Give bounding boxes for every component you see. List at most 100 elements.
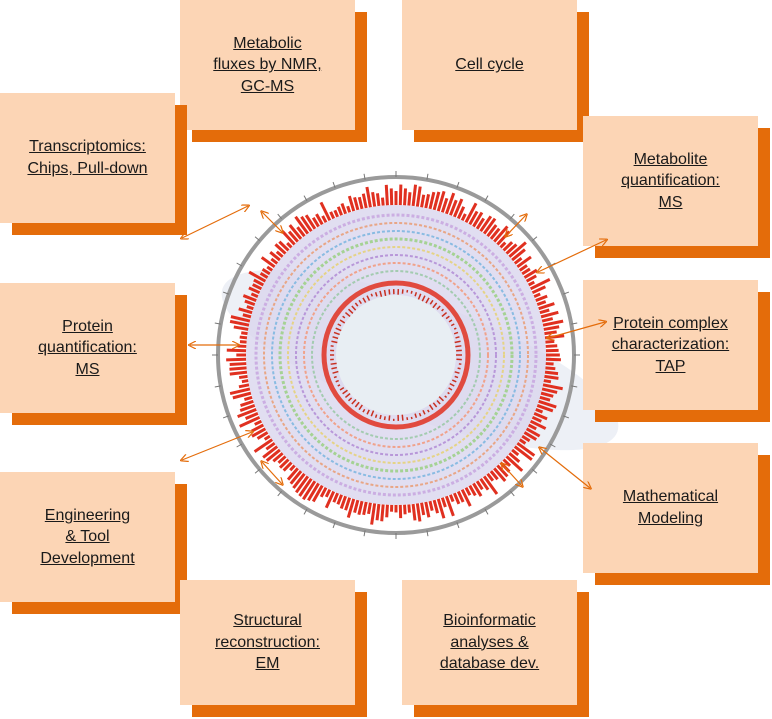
red-bar xyxy=(248,286,261,295)
red-bar xyxy=(531,415,542,423)
inner-bar xyxy=(362,408,366,413)
genome-track xyxy=(271,230,521,480)
red-bar xyxy=(339,495,348,510)
genome-track xyxy=(263,222,529,488)
inner-bar xyxy=(337,384,341,387)
red-bar xyxy=(253,278,265,287)
red-bar xyxy=(380,197,385,206)
inner-bar xyxy=(447,391,450,395)
genome-track xyxy=(287,246,505,464)
red-bar xyxy=(346,498,356,518)
red-bar xyxy=(472,482,483,497)
outer-tick xyxy=(484,508,489,515)
red-bar xyxy=(229,366,247,371)
inner-bar xyxy=(422,410,426,415)
red-bar xyxy=(262,445,279,459)
red-bar xyxy=(543,325,560,331)
red-bar xyxy=(486,472,495,482)
red-bar xyxy=(533,412,548,421)
red-bar xyxy=(261,267,271,276)
red-bar xyxy=(444,192,456,215)
red-bar xyxy=(533,292,541,298)
red-bar xyxy=(270,257,279,265)
label-protein-quantification: Protein quantification: MS xyxy=(38,317,137,378)
red-bar xyxy=(344,497,352,511)
red-bar xyxy=(475,480,484,491)
box-protein-complex: Protein complex characterization: TAP xyxy=(583,280,758,410)
inner-bar xyxy=(448,319,453,323)
red-bar xyxy=(329,211,336,220)
inner-bar xyxy=(451,379,457,383)
red-bar xyxy=(540,391,554,398)
red-bar xyxy=(384,184,389,206)
box-metabolic-fluxes: Metabolic fluxes by NMR, GC-MS xyxy=(180,0,355,130)
red-bar xyxy=(545,366,556,371)
red-bar xyxy=(508,241,527,258)
inner-bar xyxy=(348,397,353,402)
inner-bar xyxy=(388,289,391,295)
red-bar xyxy=(238,374,248,380)
red-bar xyxy=(541,387,558,394)
inner-bar xyxy=(344,312,351,318)
red-bar xyxy=(518,264,528,272)
red-bar xyxy=(415,503,422,522)
genome-track xyxy=(311,270,481,440)
red-bar xyxy=(307,482,320,502)
red-bar xyxy=(542,383,563,391)
red-bar xyxy=(288,224,303,240)
red-bar xyxy=(482,217,497,235)
red-bar xyxy=(244,412,259,420)
inner-bar xyxy=(410,416,413,420)
inner-bar xyxy=(358,299,362,305)
red-bar xyxy=(319,201,332,222)
red-bar xyxy=(254,419,263,426)
outer-tick xyxy=(303,195,308,202)
outer-tick xyxy=(363,173,366,180)
red-bar xyxy=(238,307,253,315)
inner-bar xyxy=(421,295,426,302)
red-bar xyxy=(536,403,554,413)
red-bar xyxy=(275,250,284,258)
red-bar xyxy=(428,191,436,210)
inner-bar xyxy=(455,336,460,339)
outer-tick xyxy=(571,385,578,388)
red-bar xyxy=(436,498,446,519)
red-bar xyxy=(420,502,426,516)
red-bar xyxy=(545,344,558,348)
red-bar xyxy=(508,452,521,463)
label-metabolic-fluxes: Metabolic fluxes by NMR, GC-MS xyxy=(213,34,322,95)
red-bar xyxy=(292,472,306,489)
red-bar xyxy=(353,196,360,211)
label-bioinformatic: Bioinformatic analyses & database dev. xyxy=(439,612,540,673)
red-bar xyxy=(229,370,248,376)
box-structural-reconstruction: Structural reconstruction: EM xyxy=(180,580,355,705)
outer-tick xyxy=(222,291,229,295)
red-bar xyxy=(486,224,498,238)
red-bar xyxy=(403,188,408,206)
red-bar xyxy=(266,265,274,272)
red-bar xyxy=(424,194,431,209)
red-bar xyxy=(544,334,565,340)
outer-tick xyxy=(484,195,489,202)
label-engineering: Engineering & Tool Development xyxy=(40,506,135,567)
red-bar xyxy=(453,198,464,218)
red-bar xyxy=(424,501,431,518)
red-bar xyxy=(259,272,269,279)
red-bar xyxy=(407,504,412,513)
label-cell-cycle: Cell cycle xyxy=(455,56,524,74)
inner-bar xyxy=(370,409,375,417)
red-bar xyxy=(286,467,299,481)
red-bar xyxy=(516,441,536,457)
outer-tick xyxy=(532,236,538,241)
red-bar xyxy=(253,438,274,453)
outer-tick xyxy=(532,469,538,474)
red-bar xyxy=(246,305,254,311)
red-bar xyxy=(535,294,548,302)
red-bar xyxy=(336,494,343,505)
red-bar xyxy=(296,226,306,238)
red-bar xyxy=(241,379,249,384)
red-bar xyxy=(263,434,271,441)
red-bar xyxy=(521,267,531,276)
inner-bar xyxy=(370,293,373,297)
red-bar xyxy=(456,206,466,220)
